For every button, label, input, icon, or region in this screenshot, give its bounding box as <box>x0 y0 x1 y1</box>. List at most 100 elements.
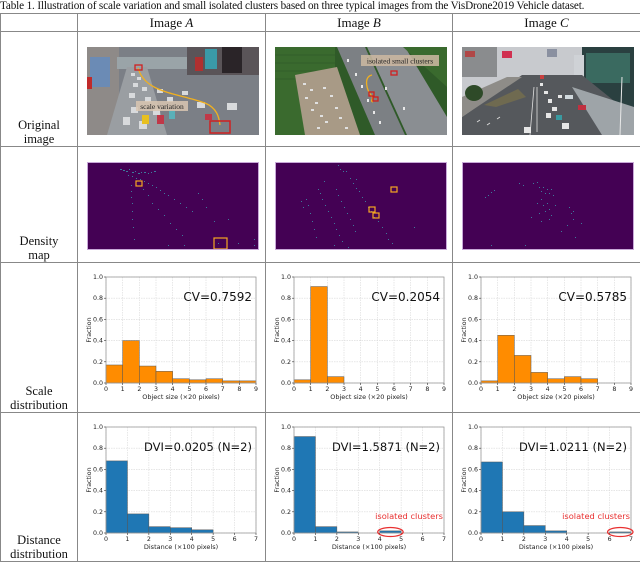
density-map-a <box>87 162 259 250</box>
y-tick-label: 0.6 <box>281 466 291 473</box>
y-tick-label: 0.8 <box>468 295 478 302</box>
y-tick-label: 1.0 <box>468 424 478 431</box>
header-letter: C <box>560 15 569 30</box>
y-tick-label: 0.4 <box>468 488 478 495</box>
histogram-bar <box>315 527 336 533</box>
y-tick-label: 0.2 <box>93 509 103 516</box>
x-axis-label: Distance (×100 pixels) <box>332 543 406 551</box>
x-axis-label: Distance (×100 pixels) <box>144 543 218 551</box>
y-tick-label: 1.0 <box>93 424 103 431</box>
photo-b: isolated small clusters <box>275 47 447 135</box>
statistic-annotation: CV=0.7592 <box>183 290 252 304</box>
x-tick-label: 3 <box>154 386 158 393</box>
histogram-bar <box>514 355 531 383</box>
x-tick-label: 3 <box>168 536 172 543</box>
cell-photo-c <box>453 32 640 147</box>
x-tick-label: 2 <box>522 536 526 543</box>
y-tick-label: 0.0 <box>93 380 103 387</box>
label-line: distribution <box>10 398 68 412</box>
statistic-annotation: DVI=1.0211 (N=2) <box>519 440 627 454</box>
y-tick-label: 1.0 <box>281 274 291 281</box>
y-tick-label: 0.2 <box>281 359 291 366</box>
histogram-bar <box>564 377 581 383</box>
x-tick-label: 0 <box>104 536 108 543</box>
y-tick-label: 0.6 <box>468 466 478 473</box>
x-tick-label: 7 <box>442 536 446 543</box>
photo-a: scale variation <box>87 47 259 135</box>
statistic-annotation: CV=0.2054 <box>371 290 440 304</box>
y-tick-label: 0.4 <box>281 338 291 345</box>
histogram-bar <box>311 287 328 383</box>
x-tick-label: 7 <box>596 386 600 393</box>
y-tick-label: 0.0 <box>281 380 291 387</box>
y-tick-label: 0.2 <box>281 509 291 516</box>
header-image-a: Image A <box>78 14 266 32</box>
x-tick-label: 7 <box>409 386 413 393</box>
x-tick-label: 8 <box>237 386 241 393</box>
y-axis-label: Fraction <box>461 317 468 342</box>
x-tick-label: 3 <box>342 386 346 393</box>
x-tick-label: 4 <box>190 536 194 543</box>
x-tick-label: 2 <box>512 386 516 393</box>
x-tick-label: 7 <box>629 536 633 543</box>
statistic-annotation: CV=0.5785 <box>558 290 627 304</box>
label-line: distribution <box>10 547 68 561</box>
x-axis-label: Object size (×20 pixels) <box>517 393 595 401</box>
label-line: map <box>28 248 50 262</box>
header-letter: B <box>373 15 381 30</box>
histogram-bar <box>139 366 156 383</box>
y-axis-label: Fraction <box>274 467 281 492</box>
y-axis-label: Fraction <box>86 317 93 342</box>
x-tick-label: 7 <box>221 386 225 393</box>
x-tick-label: 6 <box>421 536 425 543</box>
x-tick-label: 6 <box>204 386 208 393</box>
x-tick-label: 1 <box>309 386 313 393</box>
histogram-bar <box>524 526 545 533</box>
x-tick-label: 0 <box>479 386 483 393</box>
statistic-annotation: DVI=1.5871 (N=2) <box>332 440 440 454</box>
cell-photo-a: scale variation <box>78 32 266 147</box>
y-tick-label: 0.4 <box>93 488 103 495</box>
label-line: Distance <box>17 533 61 547</box>
y-tick-label: 1.0 <box>468 274 478 281</box>
histogram-bar <box>173 379 190 383</box>
y-tick-label: 0.4 <box>93 338 103 345</box>
y-tick-label: 0.8 <box>281 295 291 302</box>
x-tick-label: 5 <box>375 386 379 393</box>
density-map-c <box>462 162 634 250</box>
y-tick-label: 0.2 <box>468 509 478 516</box>
histogram-bar <box>149 527 170 533</box>
x-tick-label: 0 <box>292 536 296 543</box>
x-tick-label: 7 <box>254 536 258 543</box>
x-tick-label: 1 <box>121 386 125 393</box>
histogram-bar <box>170 528 191 533</box>
y-tick-label: 1.0 <box>93 274 103 281</box>
density-map-b <box>275 162 447 250</box>
histogram-bar <box>327 377 344 383</box>
x-tick-label: 6 <box>233 536 237 543</box>
y-axis-label: Fraction <box>461 467 468 492</box>
histogram-bar <box>192 530 213 533</box>
photo-c <box>462 47 634 135</box>
y-tick-label: 0.0 <box>93 530 103 537</box>
label-line: Original <box>18 118 60 132</box>
cell-density-a <box>78 147 266 263</box>
isolated-clusters-label: isolated clusters <box>562 511 630 521</box>
x-tick-label: 5 <box>586 536 590 543</box>
x-tick-label: 3 <box>356 536 360 543</box>
cell-photo-b: isolated small clusters <box>266 32 453 147</box>
